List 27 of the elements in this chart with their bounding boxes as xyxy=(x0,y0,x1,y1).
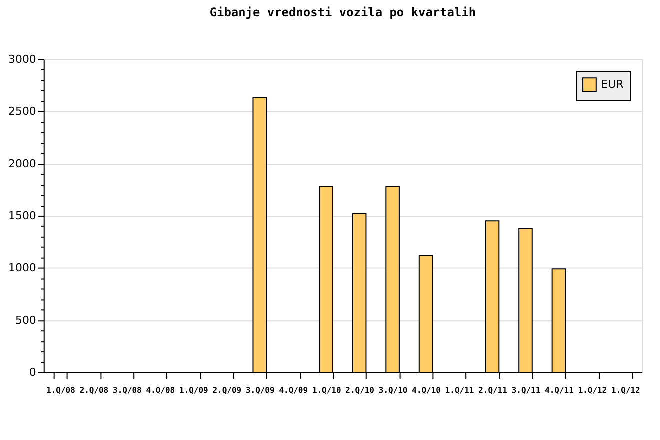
legend-label: EUR xyxy=(601,78,624,91)
y-tick-label: 1500 xyxy=(8,209,36,222)
x-tick-label: 1.Q/12 xyxy=(578,386,608,395)
x-tick-label: 1.Q/10 xyxy=(312,386,342,395)
y-tick-label: 3000 xyxy=(8,52,36,66)
chart-title: Gibanje vrednosti vozila po kvartalih xyxy=(210,6,476,20)
x-tick-label: 1.Q/12 xyxy=(612,386,641,395)
x-tick-label: 4.Q/09 xyxy=(279,386,308,395)
y-tick-label: 1000 xyxy=(8,262,36,275)
x-tick-label: 4.Q/10 xyxy=(412,386,442,395)
x-tick-label: 3.Q/11 xyxy=(512,386,541,395)
x-tick-label: 2.Q/10 xyxy=(346,386,375,395)
x-tick-label: 3.Q/08 xyxy=(113,386,142,395)
y-tick-label: 500 xyxy=(15,314,36,327)
x-tick-label: 1.Q/09 xyxy=(180,386,208,395)
x-tick-label: 1.Q/08 xyxy=(46,386,76,395)
x-tick-label: 3.Q/09 xyxy=(246,386,275,395)
y-tick-label: 2500 xyxy=(8,105,36,118)
x-tick-label: 2.Q/11 xyxy=(478,386,508,395)
x-tick-label: 1.Q/11 xyxy=(445,386,474,395)
x-tick-label: 4.Q/08 xyxy=(146,386,176,395)
x-tick-label: 2.Q/09 xyxy=(212,386,242,395)
x-tick-label: 2.Q/08 xyxy=(80,386,109,395)
x-tick-label: 4.Q/11 xyxy=(545,386,574,395)
y-tick-label: 2000 xyxy=(8,157,36,170)
x-tick-label: 3.Q/10 xyxy=(378,386,408,395)
y-tick-label: 0 xyxy=(29,366,36,379)
